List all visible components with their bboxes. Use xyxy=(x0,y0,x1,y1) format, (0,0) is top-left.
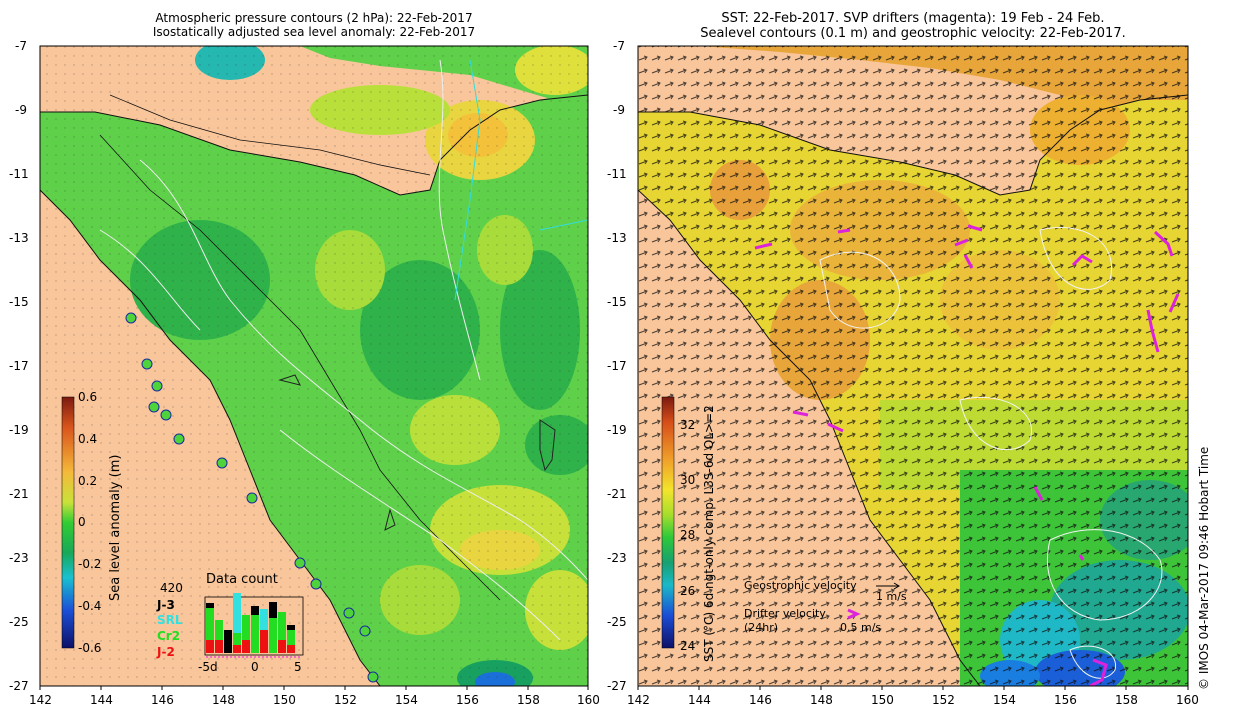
x-tick: 156 xyxy=(1054,693,1077,707)
colorbar-tick: 0.4 xyxy=(78,432,98,446)
drifter-velocity-scale: 0.5 m/s xyxy=(840,621,882,634)
x-tick: 144 xyxy=(688,693,711,707)
right-title-line2: Sealevel contours (0.1 m) and geostrophi… xyxy=(700,26,1126,41)
colorbar-tick: -0.6 xyxy=(78,641,102,655)
colorbar-tick: -0.4 xyxy=(78,599,102,613)
sla-colorbar xyxy=(61,396,75,649)
data-count-bars xyxy=(206,593,295,653)
y-tick: -19 xyxy=(607,423,627,437)
y-tick: -19 xyxy=(9,423,29,437)
x-tick: 146 xyxy=(749,693,772,707)
x-tick: 154 xyxy=(993,693,1016,707)
colorbar-tick: 32 xyxy=(680,418,696,432)
x-tick: 158 xyxy=(1115,693,1138,707)
y-tick: -21 xyxy=(9,487,29,501)
y-tick: -17 xyxy=(9,359,29,373)
sat-j3: J-3 xyxy=(157,598,175,612)
x-tick: 156 xyxy=(456,693,479,707)
right-title-line1: SST: 22-Feb-2017. SVP drifters (magenta)… xyxy=(721,11,1105,26)
y-tick: -23 xyxy=(607,551,627,565)
y-tick: -17 xyxy=(607,359,627,373)
y-tick: -7 xyxy=(15,39,27,53)
x-tick: 160 xyxy=(1176,693,1199,707)
geo-velocity-label: Geostrophic velocity xyxy=(744,579,857,592)
y-tick: -25 xyxy=(607,615,627,629)
sat-cr2: Cr2 xyxy=(157,629,181,643)
data-count-tick: 5 xyxy=(294,660,302,674)
colorbar-tick: 0.6 xyxy=(78,390,98,404)
colorbar-tick: 30 xyxy=(680,473,696,487)
data-count-tick: 0 xyxy=(251,660,259,674)
y-tick: -27 xyxy=(607,679,627,693)
data-count-chart xyxy=(204,593,304,658)
y-tick: -9 xyxy=(613,103,625,117)
x-tick: 158 xyxy=(517,693,540,707)
colorbar-tick: 0 xyxy=(78,515,86,529)
data-count-title: Data count xyxy=(206,572,278,587)
sat-j2: J-2 xyxy=(157,645,175,659)
colorbar-tick: 24 xyxy=(680,639,696,653)
drifter-tracks xyxy=(754,224,1180,686)
geo-velocity-scale: 1 m/s xyxy=(876,590,907,603)
x-tick: 152 xyxy=(932,693,955,707)
y-tick: -9 xyxy=(15,103,27,117)
left-title-line2: Isostatically adjusted sea level anomaly… xyxy=(152,25,476,39)
y-tick: -11 xyxy=(607,167,627,181)
left-title: Atmospheric pressure contours (2 hPa): 2… xyxy=(40,11,588,39)
x-tick: 148 xyxy=(212,693,235,707)
y-tick: -15 xyxy=(9,295,29,309)
axis-ticks xyxy=(39,686,1189,690)
x-tick: 160 xyxy=(577,693,600,707)
sst-colorbar-label: SST (°C) 6d ngt-only comp. L3S-6d QL>=2 xyxy=(702,405,716,662)
data-count-tick: -5d xyxy=(198,660,218,674)
x-tick: 146 xyxy=(151,693,174,707)
y-tick: -27 xyxy=(9,679,29,693)
velocity-legend-arrows xyxy=(847,582,900,620)
credit-text: © IMOS 04-Mar-2017 09:46 Hobart Time xyxy=(1197,446,1211,690)
left-title-line1: Atmospheric pressure contours (2 hPa): 2… xyxy=(155,11,473,25)
drifter-velocity-label: Drifter velocity xyxy=(744,607,826,620)
x-tick: 142 xyxy=(627,693,650,707)
sat-srl: SRL xyxy=(157,613,183,627)
y-tick: -25 xyxy=(9,615,29,629)
x-tick: 150 xyxy=(871,693,894,707)
right-title: SST: 22-Feb-2017. SVP drifters (magenta)… xyxy=(638,11,1188,41)
x-tick: 152 xyxy=(334,693,357,707)
y-tick: -11 xyxy=(9,167,29,181)
left-map xyxy=(39,45,589,687)
x-tick: 154 xyxy=(395,693,418,707)
x-tick: 144 xyxy=(90,693,113,707)
colorbar-tick: 28 xyxy=(680,528,696,542)
y-tick: -23 xyxy=(9,551,29,565)
drifter-velocity-label-2: (24hr) xyxy=(744,621,779,634)
x-tick: 142 xyxy=(29,693,52,707)
colorbar-tick: 26 xyxy=(680,584,696,598)
data-count-max: 420 xyxy=(160,581,183,595)
x-tick: 150 xyxy=(273,693,296,707)
y-tick: -15 xyxy=(607,295,627,309)
colorbar-tick: -0.2 xyxy=(78,557,102,571)
right-map xyxy=(637,45,1189,687)
sst-colorbar xyxy=(661,396,675,649)
colorbar-tick: 0.2 xyxy=(78,474,98,488)
y-tick: -21 xyxy=(607,487,627,501)
x-tick: 148 xyxy=(810,693,833,707)
sla-colorbar-label: Sea level anomaly (m) xyxy=(108,454,123,601)
y-tick: -13 xyxy=(607,231,627,245)
y-tick: -13 xyxy=(9,231,29,245)
y-tick: -7 xyxy=(613,39,625,53)
